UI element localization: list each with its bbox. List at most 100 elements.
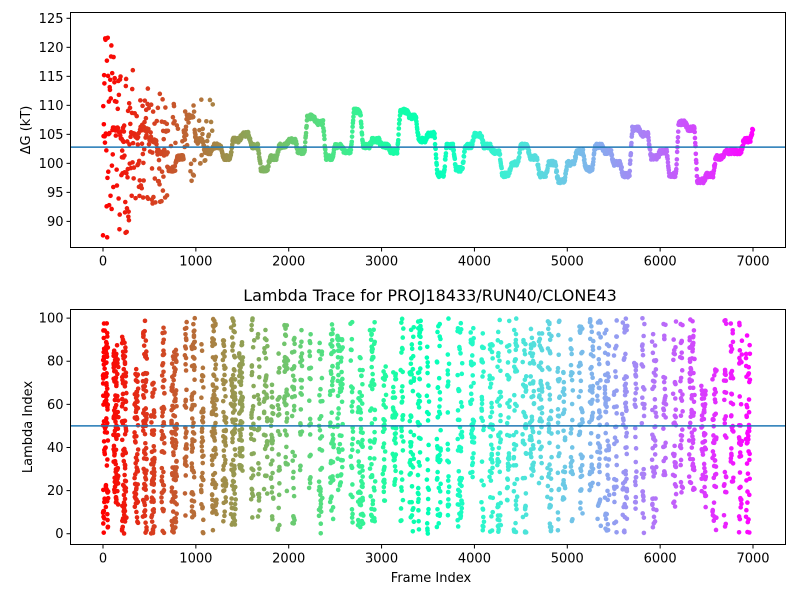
lambda-point bbox=[223, 484, 228, 489]
lambda-point bbox=[308, 432, 313, 437]
lambda-point bbox=[438, 390, 443, 395]
lambda-point bbox=[588, 320, 593, 325]
lambda-point bbox=[307, 339, 312, 344]
delta-g-point bbox=[111, 55, 116, 60]
lambda-point bbox=[409, 443, 414, 448]
delta-g-point bbox=[675, 157, 680, 162]
lambda-point bbox=[614, 375, 619, 380]
lambda-point bbox=[283, 362, 288, 367]
lambda-point bbox=[114, 496, 119, 501]
lambda-point bbox=[144, 528, 149, 533]
lambda-point bbox=[320, 399, 325, 404]
lambda-point bbox=[250, 318, 255, 323]
lambda-point bbox=[409, 328, 414, 333]
lambda-point bbox=[239, 379, 244, 384]
lambda-point bbox=[571, 388, 576, 393]
lambda-point bbox=[547, 386, 552, 391]
lambda-point bbox=[528, 374, 533, 379]
lambda-point bbox=[292, 385, 297, 390]
lambda-point bbox=[122, 500, 127, 505]
lambda-point bbox=[224, 428, 229, 433]
lambda-point bbox=[230, 348, 235, 353]
delta-g-point bbox=[123, 200, 128, 205]
lambda-point bbox=[426, 412, 431, 417]
lambda-point bbox=[257, 375, 262, 380]
lambda-point bbox=[393, 469, 398, 474]
lambda-point bbox=[416, 492, 421, 497]
lambda-point bbox=[265, 455, 270, 460]
delta-g-point bbox=[173, 141, 178, 146]
delta-g-point bbox=[183, 137, 188, 142]
lambda-point bbox=[213, 499, 218, 504]
lambda-point bbox=[335, 365, 340, 370]
lambda-point bbox=[455, 502, 460, 507]
lambda-point bbox=[563, 437, 568, 442]
lambda-point bbox=[240, 340, 245, 345]
lambda-point bbox=[505, 401, 510, 406]
lambda-point bbox=[369, 332, 374, 337]
lambda-point bbox=[372, 430, 377, 435]
lambda-point bbox=[589, 431, 594, 436]
lambda-point bbox=[319, 414, 324, 419]
lambda-point bbox=[223, 458, 228, 463]
lambda-point bbox=[184, 368, 189, 373]
lambda-point bbox=[521, 438, 526, 443]
delta-g-point bbox=[131, 68, 136, 73]
delta-g-point bbox=[192, 173, 197, 178]
lambda-point bbox=[161, 325, 166, 330]
lambda-point bbox=[200, 435, 205, 440]
lambda-point bbox=[471, 381, 476, 386]
delta-g-point bbox=[186, 120, 191, 125]
lambda-point bbox=[458, 494, 463, 499]
delta-g-point bbox=[122, 153, 127, 158]
lambda-point bbox=[531, 469, 536, 474]
delta-g-point bbox=[101, 104, 106, 109]
lambda-point bbox=[200, 461, 205, 466]
lambda-point bbox=[200, 348, 205, 353]
lambda-point bbox=[411, 334, 416, 339]
lambda-point bbox=[328, 389, 333, 394]
lambda-point bbox=[523, 352, 528, 357]
lambda-point bbox=[418, 346, 423, 351]
lambda-point bbox=[360, 401, 365, 406]
lambda-point bbox=[437, 453, 442, 458]
lambda-point bbox=[114, 447, 119, 452]
lambda-point bbox=[231, 319, 236, 324]
lambda-point bbox=[298, 432, 303, 437]
lambda-point bbox=[556, 333, 561, 338]
lambda-point bbox=[213, 366, 218, 371]
lambda-point bbox=[211, 473, 216, 478]
lambda-point bbox=[482, 424, 487, 429]
lambda-point bbox=[580, 511, 585, 516]
lambda-point bbox=[368, 456, 373, 461]
lambda-point bbox=[223, 495, 228, 500]
lambda-point bbox=[183, 398, 188, 403]
lambda-point bbox=[160, 363, 165, 368]
x-tick-label: 2000 bbox=[272, 255, 305, 270]
lambda-point bbox=[578, 429, 583, 434]
lambda-point bbox=[561, 399, 566, 404]
lambda-point bbox=[141, 419, 146, 424]
delta-g-point bbox=[204, 119, 209, 124]
lambda-point bbox=[425, 394, 430, 399]
lambda-point bbox=[161, 385, 166, 390]
lambda-point bbox=[105, 334, 110, 339]
lambda-point bbox=[505, 421, 510, 426]
lambda-point bbox=[382, 485, 387, 490]
lambda-point bbox=[240, 375, 245, 380]
lambda-point bbox=[170, 361, 175, 366]
lambda-point bbox=[174, 520, 179, 525]
lambda-point bbox=[299, 328, 304, 333]
lambda-point bbox=[330, 383, 335, 388]
lambda-point bbox=[350, 337, 355, 342]
lambda-point bbox=[446, 383, 451, 388]
lambda-point bbox=[438, 512, 443, 517]
lambda-point bbox=[570, 517, 575, 522]
lambda-point bbox=[491, 427, 496, 432]
lambda-point bbox=[349, 404, 354, 409]
lambda-point bbox=[612, 500, 617, 505]
lambda-point bbox=[383, 364, 388, 369]
lambda-point bbox=[514, 343, 519, 348]
lambda-point bbox=[557, 414, 562, 419]
lambda-point bbox=[393, 413, 398, 418]
